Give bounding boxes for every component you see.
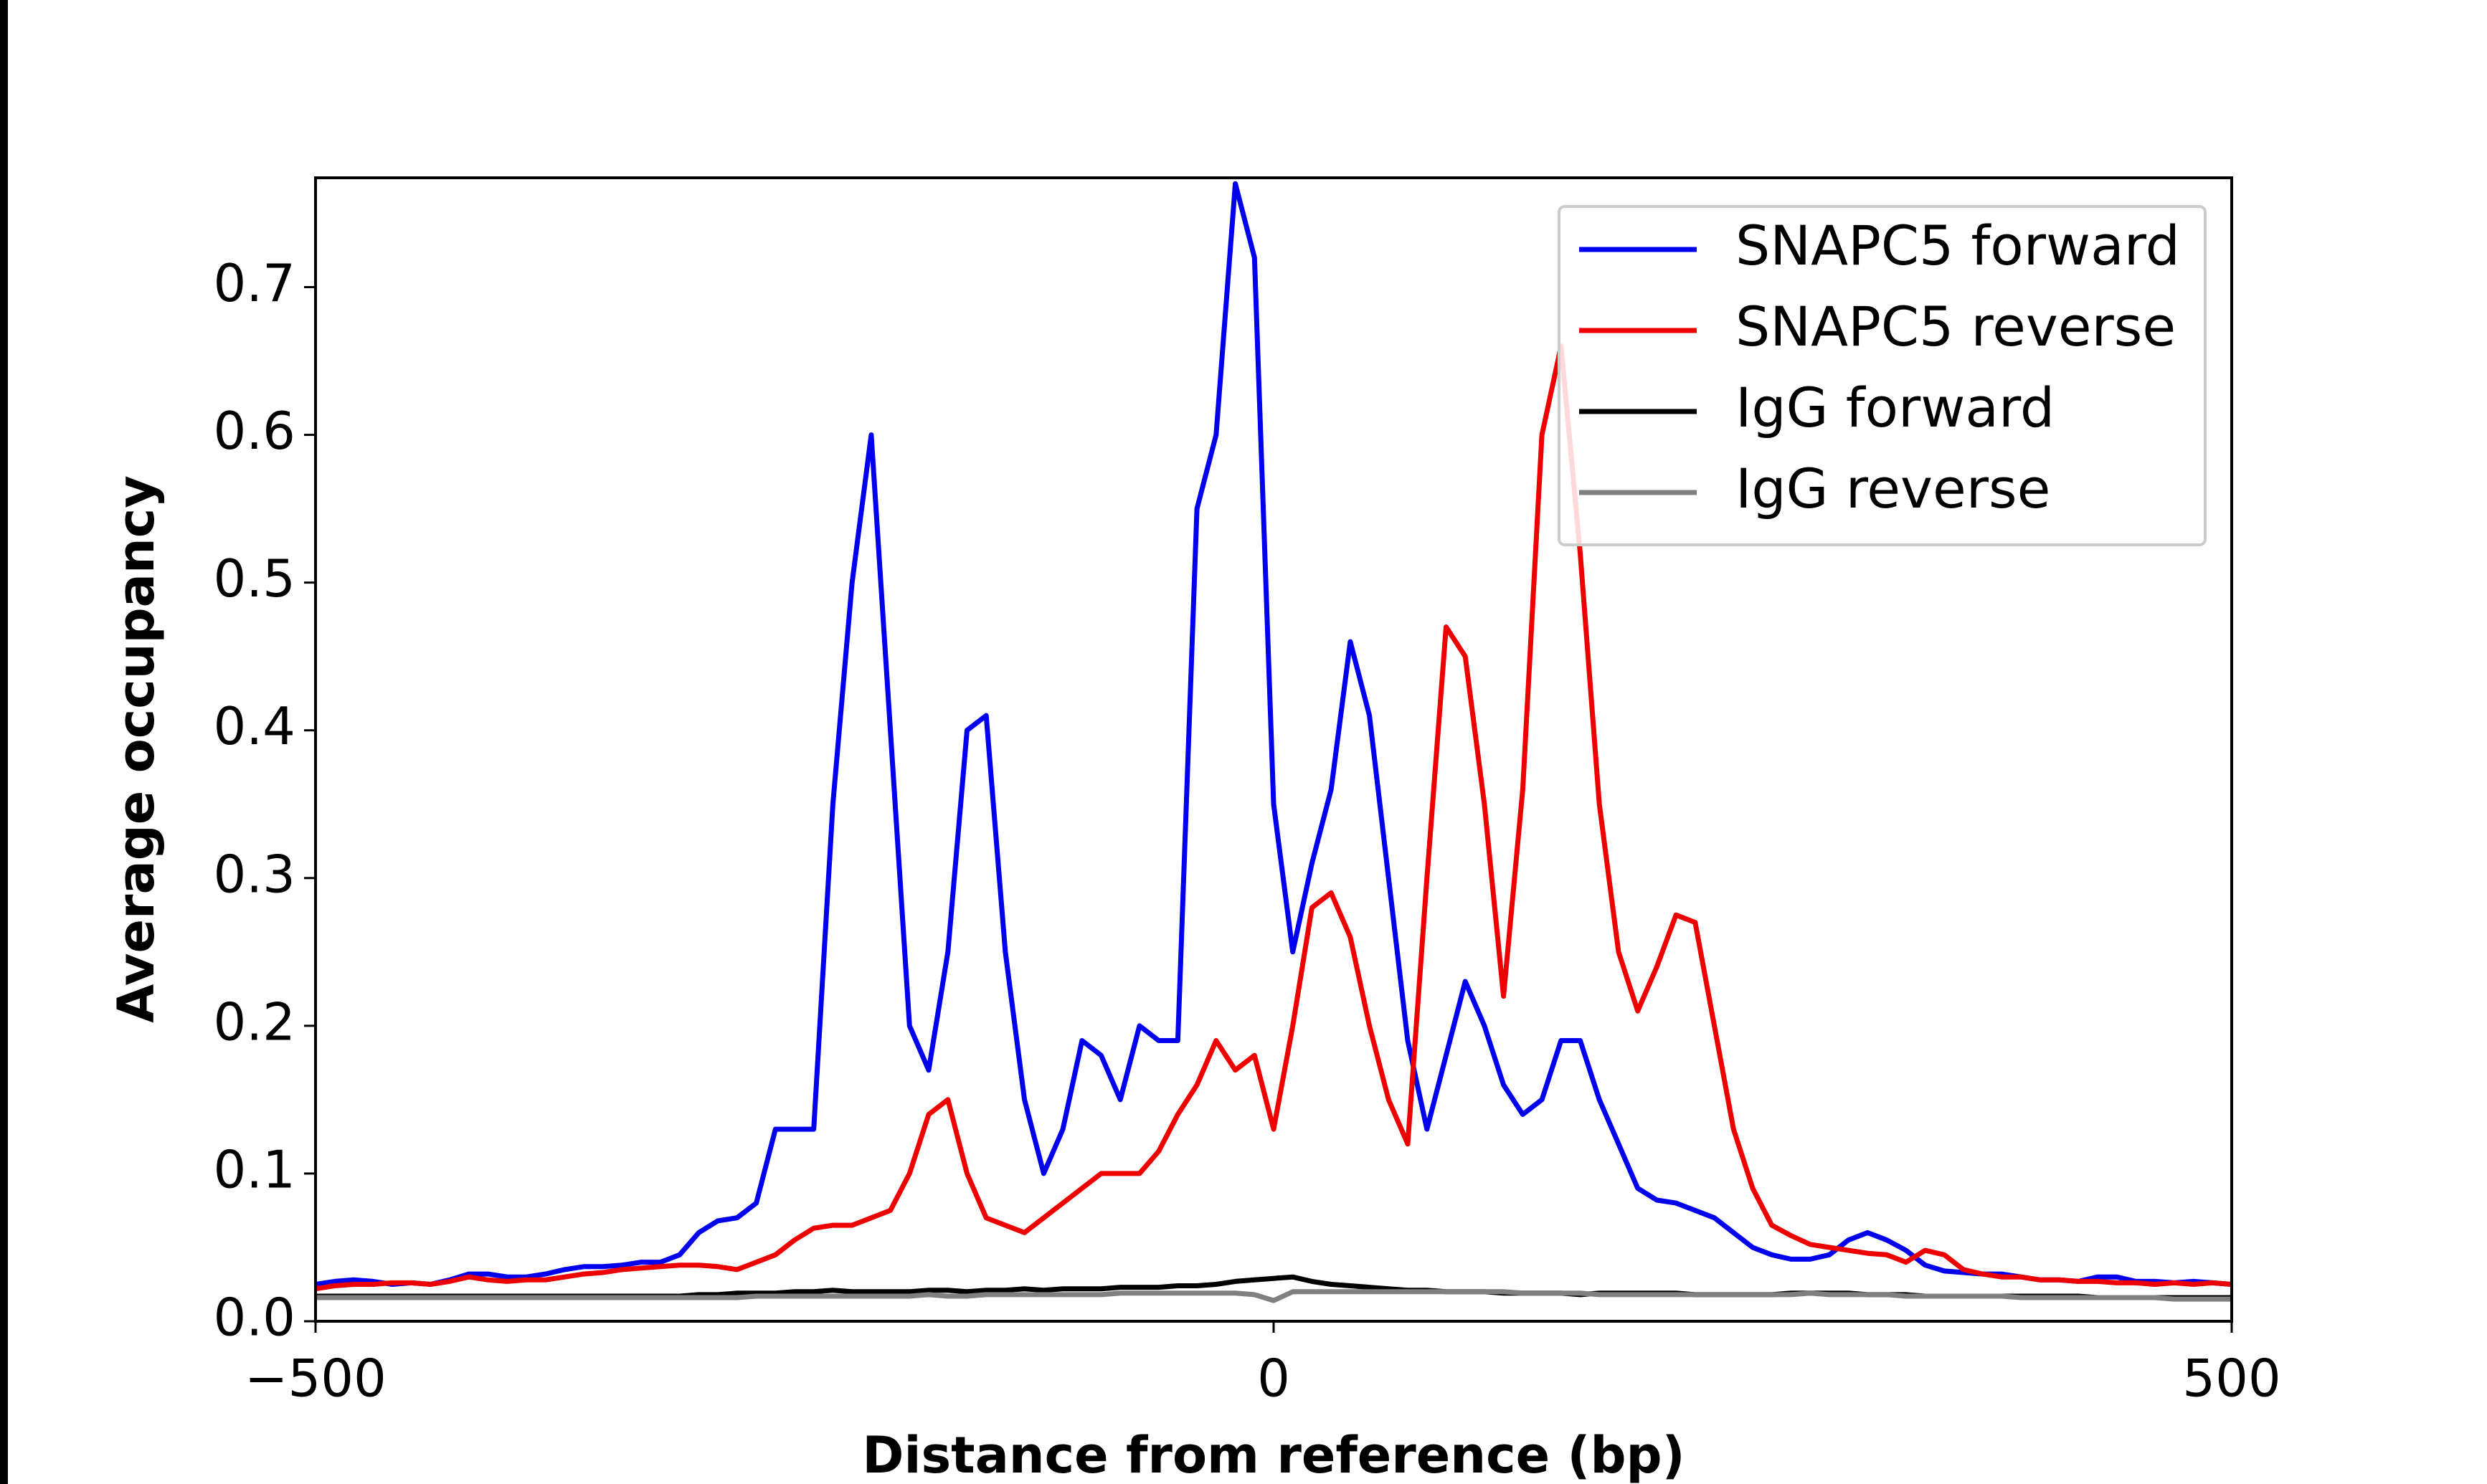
legend-box <box>1558 205 2207 546</box>
y-tick-label: 0.6 <box>213 401 295 461</box>
series-group <box>316 181 2232 1303</box>
x-tick-label: −500 <box>245 1349 387 1409</box>
y-axis-label: Average occupancy <box>107 475 166 1023</box>
series-line <box>316 181 2232 1287</box>
y-tick-label: 0.1 <box>213 1139 295 1199</box>
legend-label: IgG forward <box>1735 376 2055 439</box>
x-tick-label: 500 <box>2182 1349 2280 1409</box>
y-tick-label: 0.5 <box>213 548 295 609</box>
axes-frame <box>314 176 2233 1323</box>
y-tick-label: 0.7 <box>213 253 295 313</box>
legend-label: IgG reverse <box>1735 457 2050 520</box>
y-tick-label: 0.4 <box>213 696 295 756</box>
series-line <box>316 1289 2232 1303</box>
series-line <box>316 343 2232 1292</box>
y-tick-label: 0.0 <box>213 1288 295 1348</box>
legend-label: SNAPC5 reverse <box>1735 295 2176 358</box>
y-tick-label: 0.2 <box>213 991 295 1052</box>
x-axis-label: Distance from reference (bp) <box>862 1426 1685 1484</box>
y-tick-label: 0.3 <box>213 844 295 904</box>
legend-label: SNAPC5 forward <box>1735 214 2180 277</box>
left-edge <box>0 0 8 1484</box>
x-tick-label: 0 <box>1257 1349 1290 1409</box>
plot-area <box>316 181 2232 1303</box>
